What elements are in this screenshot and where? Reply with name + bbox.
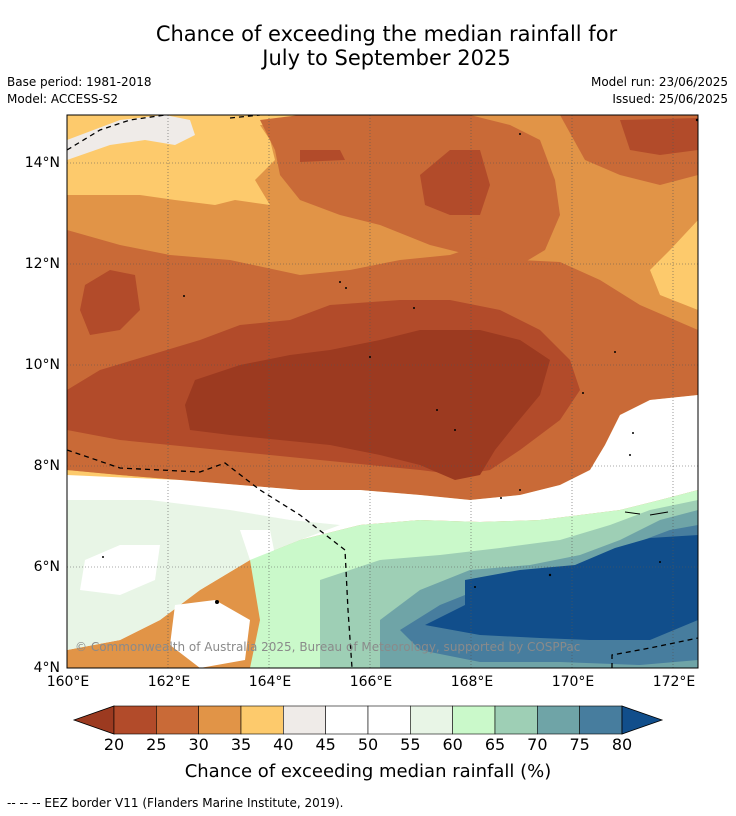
colorbar-segment xyxy=(283,705,326,735)
colorbar-segment xyxy=(579,705,623,735)
lon-label-168e: 168°E xyxy=(450,674,494,690)
colorbar-arrow-low xyxy=(72,705,115,735)
field-above-80 xyxy=(425,535,698,640)
field-20-25-n xyxy=(420,150,490,215)
colorbar-tick-label: 35 xyxy=(230,735,252,754)
colorbar-segment xyxy=(198,705,242,735)
lat-label-8n: 8°N xyxy=(33,458,60,474)
lat-label-14n: 14°N xyxy=(24,155,60,171)
field-45-55-sw xyxy=(170,600,250,668)
colorbar-tick-label: 80 xyxy=(611,735,633,754)
colorbar-tick-label: 40 xyxy=(273,735,294,754)
eez-legend-note: -- -- -- EEZ border V11 (Flanders Marine… xyxy=(7,796,344,810)
lat-label-6n: 6°N xyxy=(33,559,60,575)
colorbar-segment xyxy=(410,705,453,735)
colorbar-arrow-high xyxy=(621,705,664,735)
lat-label-10n: 10°N xyxy=(24,357,60,373)
colorbar-tick-label: 20 xyxy=(103,735,125,754)
colorbar-segment xyxy=(537,705,580,735)
colorbar-tick-label: 65 xyxy=(484,735,506,754)
colorbar-tick-label: 55 xyxy=(400,735,421,754)
colorbar-tick-label: 75 xyxy=(569,735,590,754)
islands xyxy=(102,118,698,604)
base-period: Base period: 1981-2018 xyxy=(7,75,152,89)
lat-label-12n: 12°N xyxy=(24,256,60,272)
contour-fields xyxy=(67,115,698,668)
field-20-25-w xyxy=(80,270,140,335)
map-title: Chance of exceeding the median rainfall … xyxy=(0,22,736,70)
colorbar-segment xyxy=(113,705,157,735)
colorbar-segment xyxy=(452,705,496,735)
colorbar-tick-label: 70 xyxy=(527,735,548,754)
colorbar-tick-label: 60 xyxy=(442,735,463,754)
model-name: Model: ACCESS-S2 xyxy=(7,92,119,106)
field-45-55-e xyxy=(630,430,685,458)
lon-label-162e: 162°E xyxy=(147,674,191,690)
colorbar-label: Chance of exceeding median rainfall (%) xyxy=(184,761,552,782)
title-line-1: Chance of exceeding the median rainfall … xyxy=(155,22,618,46)
meta-left: Base period: 1981-2018 Model: ACCESS-S2 xyxy=(7,74,152,108)
colorbar-segment xyxy=(240,705,284,735)
lon-label-164e: 164°E xyxy=(248,674,292,690)
colorbar-segment xyxy=(494,705,538,735)
colorbar-tick-label: 25 xyxy=(146,735,167,754)
field-below-20 xyxy=(185,330,550,480)
field-45-55-c xyxy=(240,530,275,560)
colorbar-tick-label: 45 xyxy=(315,735,336,754)
field-45-55 xyxy=(67,395,698,650)
field-40-45-nw xyxy=(67,115,195,160)
colorbar-segments xyxy=(72,705,664,735)
colorbar-segment xyxy=(156,705,199,735)
field-45-55-w xyxy=(80,545,160,595)
field-35-40-e xyxy=(650,220,698,310)
colorbar-tick-label: 30 xyxy=(188,735,209,754)
colorbar-tick-label: 50 xyxy=(357,735,379,754)
atoll-outline xyxy=(624,511,669,516)
field-55-60 xyxy=(67,500,340,650)
colorbar-segment xyxy=(367,705,411,735)
colorbar xyxy=(72,705,664,735)
lon-label-160e: 160°E xyxy=(46,674,90,690)
plot-frame xyxy=(66,114,699,669)
model-run: Model run: 23/06/2025 xyxy=(590,75,728,89)
colorbar-segment xyxy=(325,705,369,735)
lon-label-166e: 166°E xyxy=(349,674,393,690)
rainfall-map xyxy=(66,114,699,669)
lon-label-170e: 170°E xyxy=(551,674,595,690)
meta-right: Model run: 23/06/2025 Issued: 25/06/2025 xyxy=(591,74,728,108)
lon-label-172e: 172°E xyxy=(652,674,696,690)
field-20-25-spot xyxy=(300,150,345,162)
issued-date: Issued: 25/06/2025 xyxy=(612,92,728,106)
eez-borders xyxy=(67,115,698,668)
field-20-25-ne xyxy=(620,118,698,155)
copyright-notice: © Commonwealth of Australia 2025, Bureau… xyxy=(75,640,581,654)
lat-label-4n: 4°N xyxy=(33,660,60,676)
title-line-2: July to September 2025 xyxy=(262,46,511,70)
graticule xyxy=(67,115,698,668)
